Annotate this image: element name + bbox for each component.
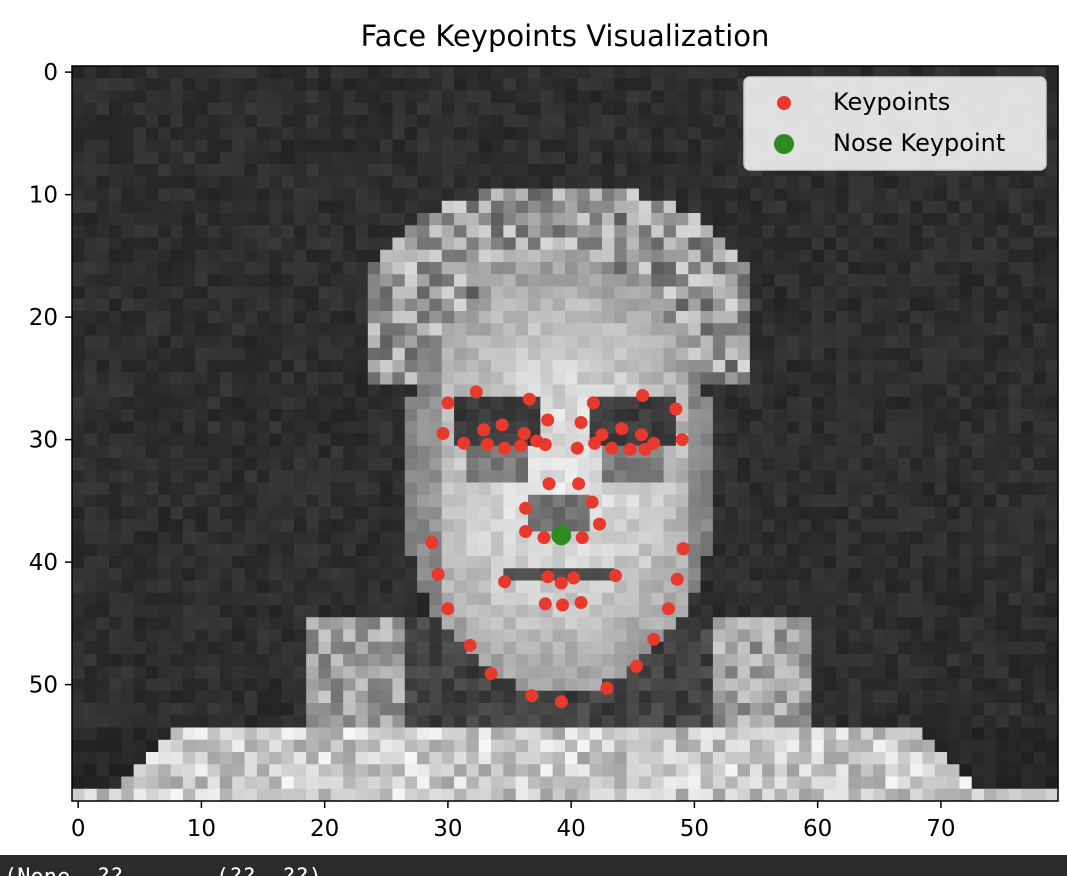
keypoint [609, 569, 622, 583]
chart-title: Face Keypoints Visualization [361, 19, 770, 53]
keypoint [574, 596, 588, 609]
keypoint [572, 477, 586, 491]
keypoint [477, 423, 491, 437]
x-tick-label: 40 [557, 816, 586, 842]
keypoint [457, 436, 471, 450]
keypoint [630, 659, 643, 673]
keypoint [537, 531, 551, 545]
keypoint [669, 402, 683, 416]
keypoint [675, 433, 689, 447]
x-axis: 0 10 20 30 40 50 60 70 [71, 801, 956, 842]
status-line: (None ?? ... (??, ??) [4, 865, 322, 876]
keypoint [541, 570, 555, 584]
plot-frame [71, 65, 1059, 802]
x-tick-label: 0 [71, 816, 86, 842]
keypoint [623, 442, 637, 456]
keypoint [525, 689, 539, 703]
keypoint [605, 441, 619, 455]
y-tick-label: 50 [29, 673, 58, 699]
legend-marker-nose [774, 134, 794, 154]
keypoint [541, 413, 555, 427]
face-image [72, 66, 1059, 802]
keypoint [441, 396, 455, 410]
keypoint [615, 422, 629, 436]
keypoint [634, 428, 648, 442]
x-tick-label: 10 [187, 816, 216, 842]
x-tick-label: 60 [803, 816, 832, 842]
keypoint [574, 416, 588, 429]
keypoint [595, 428, 609, 442]
keypoint [556, 598, 569, 612]
keypoint [676, 542, 690, 556]
keypoint [498, 575, 512, 589]
legend-label-nose: Nose Keypoint [833, 129, 1005, 157]
keypoint [517, 427, 531, 440]
keypoint [542, 477, 556, 491]
keypoint [480, 438, 494, 451]
keypoint [441, 602, 455, 616]
keypoint [514, 439, 528, 453]
keypoint [495, 418, 509, 432]
keypoint [522, 392, 536, 406]
keypoints-layer [425, 385, 690, 709]
output-status-strip: (None ?? ... (??, ??) [0, 855, 1067, 876]
x-tick-label: 70 [926, 816, 955, 842]
keypoint [567, 571, 581, 585]
keypoint [436, 427, 450, 440]
y-tick-label: 0 [43, 60, 58, 86]
y-tick-label: 40 [29, 550, 58, 576]
x-tick-label: 30 [433, 816, 462, 842]
y-tick-label: 10 [29, 183, 58, 209]
y-axis: 0 10 20 30 40 50 [29, 60, 72, 699]
keypoint [636, 389, 650, 402]
keypoint [585, 495, 599, 509]
keypoint [538, 438, 552, 451]
keypoint [484, 667, 498, 681]
keypoint [431, 567, 445, 581]
keypoint [519, 501, 533, 515]
keypoint [469, 385, 483, 399]
keypoint [554, 576, 568, 590]
keypoint [575, 531, 589, 545]
keypoint [570, 441, 584, 455]
keypoint [519, 525, 533, 538]
keypoint [647, 436, 661, 450]
legend-label-keypoints: Keypoints [833, 88, 950, 116]
x-tick-label: 50 [680, 816, 709, 842]
legend: Keypoints Nose Keypoint [743, 76, 1047, 171]
y-tick-label: 30 [29, 428, 58, 454]
nose-keypoint [551, 525, 572, 546]
x-tick-label: 20 [310, 816, 339, 842]
keypoint [498, 441, 512, 455]
keypoint [425, 536, 439, 549]
keypoint [647, 632, 661, 646]
keypoint [662, 602, 675, 616]
keypoint [554, 695, 568, 709]
legend-marker-keypoints [777, 96, 791, 110]
keypoint [538, 597, 552, 611]
y-tick-label: 20 [29, 305, 58, 331]
keypoint [593, 517, 606, 531]
keypoint [586, 396, 600, 410]
legend-box [743, 76, 1047, 171]
keypoint [670, 572, 684, 586]
keypoint [600, 681, 614, 695]
keypoint [463, 638, 477, 652]
keypoint [588, 436, 602, 450]
